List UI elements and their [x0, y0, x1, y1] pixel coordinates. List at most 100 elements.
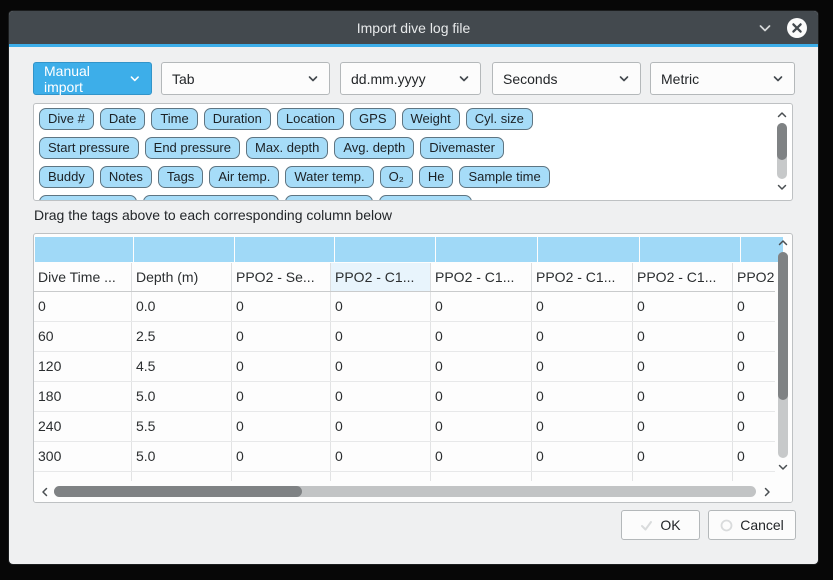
scroll-track[interactable] — [777, 123, 787, 179]
duration-format-select[interactable]: Seconds — [492, 62, 641, 95]
column-header[interactable]: Dive Time ... — [34, 263, 132, 291]
tag-row: Buddy Notes Tags Air temp. Water temp. O… — [39, 166, 787, 188]
column-header[interactable]: PPO2 - C1... — [633, 263, 733, 291]
table-cell: 0 — [737, 448, 745, 464]
units-select[interactable]: Metric — [650, 62, 795, 95]
scroll-track[interactable] — [54, 486, 756, 497]
table-cell: 0 — [331, 412, 431, 441]
import-mode-select[interactable]: Manual import — [33, 62, 152, 95]
tag-chip[interactable]: Max. depth — [245, 137, 329, 159]
scroll-up-icon[interactable] — [777, 238, 789, 248]
tag-chip[interactable]: He — [418, 166, 454, 188]
column-drop-target[interactable] — [35, 237, 133, 262]
tag-chip[interactable]: Date — [99, 108, 146, 130]
table-vertical-scrollbar[interactable] — [777, 238, 789, 474]
scroll-up-icon[interactable] — [776, 110, 788, 120]
drag-hint-label: Drag the tags above to each correspondin… — [34, 207, 392, 223]
tag-chip[interactable]: Cyl. size — [465, 108, 533, 130]
field-separator-select[interactable]: Tab — [161, 62, 330, 95]
scroll-thumb[interactable] — [778, 252, 788, 400]
table-cell: 0 — [232, 382, 331, 411]
table-cell: 180 — [34, 382, 132, 411]
tag-palette-scrollbar[interactable] — [776, 110, 788, 196]
column-header[interactable]: PPO2 - C1... — [331, 263, 431, 291]
table-cell: 0 — [431, 412, 532, 441]
table-cell: 0 — [532, 412, 633, 441]
tag-chip[interactable]: Sample pO₂ — [285, 195, 374, 200]
table-cell: 0 — [232, 442, 331, 471]
duration-format-value: Seconds — [503, 70, 558, 87]
tag-chip[interactable]: Notes — [99, 166, 152, 188]
column-drop-target[interactable] — [538, 237, 639, 262]
tag-chip[interactable]: Time — [151, 108, 198, 130]
tag-chip[interactable]: Avg. depth — [334, 137, 415, 159]
tag-palette: Dive # Date Time Duration Location GPS W… — [33, 103, 793, 201]
table-row: 180 5.0 0 0 0 0 0 0 — [34, 382, 775, 412]
table-cell: 5.0 — [132, 382, 232, 411]
tag-chip[interactable]: Duration — [203, 108, 271, 130]
tag-chip[interactable]: Weight — [401, 108, 460, 130]
check-icon — [641, 520, 653, 530]
chevron-down-icon — [308, 75, 318, 81]
tag-chip[interactable]: Water temp. — [285, 166, 374, 188]
tag-chip[interactable]: Air temp. — [209, 166, 280, 188]
shade-window-chevron-down-icon[interactable] — [757, 20, 773, 36]
tag-chip[interactable]: Start pressure — [39, 137, 139, 159]
tag-chip[interactable]: Tags — [157, 166, 204, 188]
table-horizontal-scrollbar[interactable] — [34, 481, 792, 502]
column-drop-target[interactable] — [134, 237, 234, 262]
table-cell: 4.5 — [132, 352, 232, 381]
table-cell — [34, 472, 132, 481]
column-header[interactable]: PPO2 - C1... — [431, 263, 532, 291]
table-body: 0 0.0 0 0 0 0 0 0 60 2.5 0 0 0 0 0 0 120 — [34, 292, 775, 481]
ok-button-label: OK — [660, 517, 681, 533]
column-drop-target[interactable] — [640, 237, 740, 262]
column-header[interactable]: PPO2 - C1... — [532, 263, 633, 291]
table-row: 120 4.5 0 0 0 0 0 0 — [34, 352, 775, 382]
tag-chip[interactable]: O₂ — [379, 166, 413, 188]
table-cell — [132, 472, 232, 481]
column-drop-target[interactable] — [335, 237, 435, 262]
chevron-down-icon — [773, 75, 783, 81]
column-header[interactable]: PPO2 — [737, 269, 775, 285]
column-drop-target[interactable] — [741, 237, 783, 262]
scroll-thumb[interactable] — [54, 486, 302, 497]
close-icon[interactable] — [786, 17, 808, 39]
tag-chip[interactable]: End pressure — [144, 137, 240, 159]
table-cell — [633, 472, 733, 481]
tag-chip[interactable]: Sample time — [459, 166, 550, 188]
scroll-track[interactable] — [778, 252, 788, 458]
tag-chip[interactable]: Buddy — [39, 166, 94, 188]
cancel-button[interactable]: Cancel — [708, 510, 796, 540]
ok-button[interactable]: OK — [621, 510, 700, 540]
scroll-thumb[interactable] — [777, 123, 787, 160]
table-cell: 0 — [532, 382, 633, 411]
table-cell: 0 — [737, 358, 745, 374]
tag-chip[interactable]: Sample depth — [39, 195, 138, 200]
tag-chip[interactable]: GPS — [350, 108, 396, 130]
table-cell: 0 — [633, 442, 733, 471]
table-cell: 0 — [431, 322, 532, 351]
column-drop-target[interactable] — [235, 237, 334, 262]
tag-row: Start pressure End pressure Max. depth A… — [39, 137, 787, 159]
scroll-right-icon[interactable] — [762, 486, 772, 498]
scroll-left-icon[interactable] — [40, 486, 50, 498]
tag-chip[interactable]: Sample temperature — [143, 195, 280, 200]
scroll-down-icon[interactable] — [776, 182, 788, 192]
titlebar[interactable]: Import dive log file — [9, 11, 818, 44]
tag-chip[interactable]: Location — [276, 108, 345, 130]
cancel-icon — [720, 519, 733, 531]
tag-chip[interactable]: Divemaster — [420, 137, 504, 159]
column-header[interactable]: PPO2 - Se... — [232, 263, 331, 291]
table-cell: 0.0 — [132, 292, 232, 321]
titlebar-controls — [757, 11, 808, 44]
column-drop-target[interactable] — [436, 237, 537, 262]
table-row-clipped — [34, 472, 775, 481]
date-format-select[interactable]: dd.mm.yyyy — [340, 62, 481, 95]
column-header[interactable]: Depth (m) — [132, 263, 232, 291]
tag-chip[interactable]: Dive # — [39, 108, 94, 130]
scroll-down-icon[interactable] — [777, 462, 789, 472]
table-cell: 0 — [232, 292, 331, 321]
import-mode-value: Manual import — [44, 62, 90, 95]
tag-chip[interactable]: Sample CNS — [379, 195, 473, 200]
